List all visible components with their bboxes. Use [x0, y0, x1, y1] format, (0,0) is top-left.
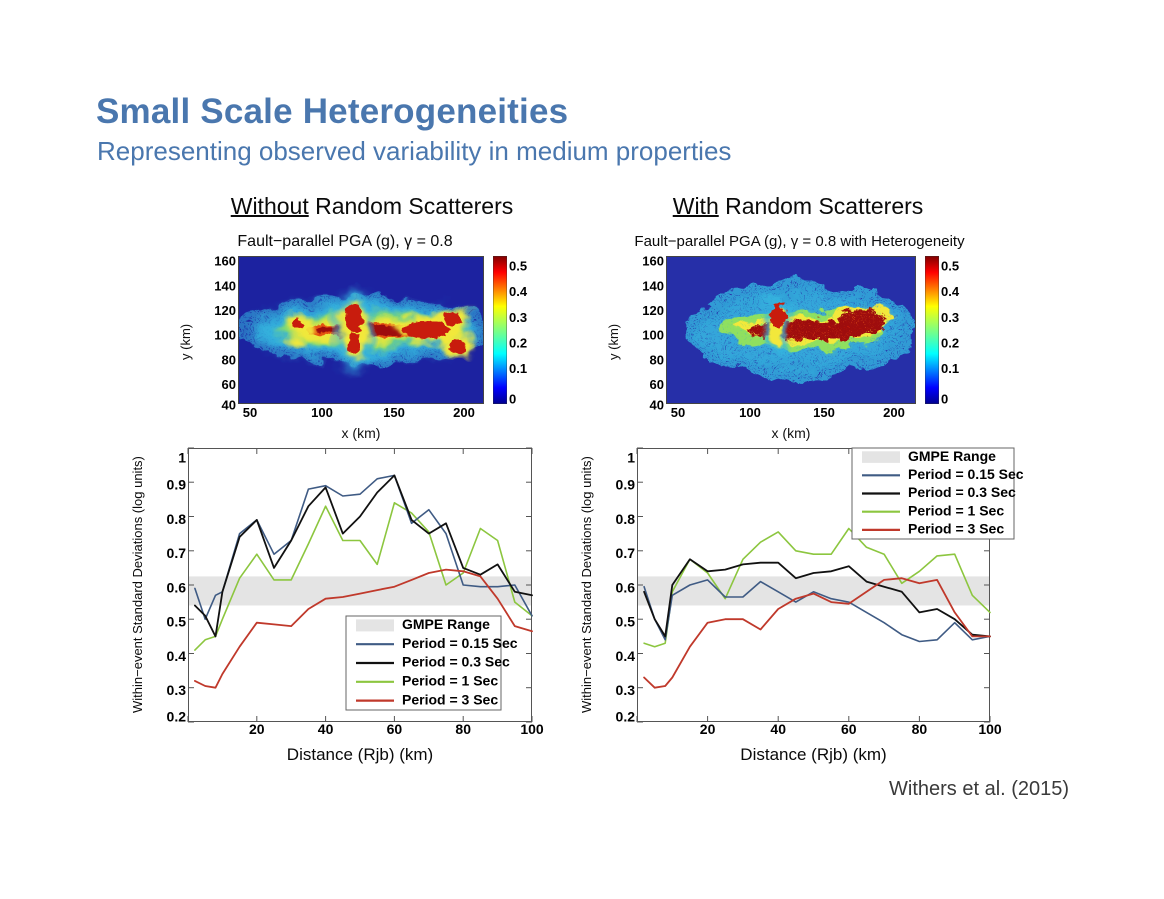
svg-text:Period = 0.15 Sec: Period = 0.15 Sec: [908, 466, 1024, 482]
svg-text:0.4: 0.4: [941, 284, 960, 299]
svg-text:40: 40: [318, 721, 334, 737]
svg-text:60: 60: [650, 377, 664, 392]
svg-text:0.5: 0.5: [509, 259, 527, 274]
svg-text:0.5: 0.5: [167, 614, 187, 630]
svg-text:60: 60: [222, 377, 236, 392]
svg-text:0.3: 0.3: [941, 310, 959, 325]
svg-text:100: 100: [311, 405, 333, 420]
svg-text:100: 100: [642, 328, 664, 343]
svg-text:60: 60: [841, 721, 857, 737]
svg-text:150: 150: [383, 405, 405, 420]
svg-text:120: 120: [642, 303, 664, 318]
svg-text:0.9: 0.9: [167, 477, 187, 493]
svg-text:0.8: 0.8: [167, 511, 187, 527]
svg-text:80: 80: [650, 352, 664, 367]
svg-text:0.6: 0.6: [167, 579, 187, 595]
svg-text:140: 140: [214, 278, 236, 293]
svg-text:50: 50: [243, 405, 257, 420]
svg-text:60: 60: [387, 721, 403, 737]
svg-text:Period = 1 Sec: Period = 1 Sec: [908, 502, 1004, 518]
svg-text:0.5: 0.5: [616, 614, 636, 630]
svg-text:Period = 0.15 Sec: Period = 0.15 Sec: [402, 635, 518, 651]
svg-text:0.7: 0.7: [616, 545, 636, 561]
svg-text:Period = 3 Sec: Period = 3 Sec: [402, 691, 498, 707]
svg-text:0.5: 0.5: [941, 259, 959, 274]
svg-text:GMPE Range: GMPE Range: [908, 448, 996, 464]
svg-text:Period = 1 Sec: Period = 1 Sec: [402, 673, 498, 689]
svg-text:50: 50: [671, 405, 685, 420]
svg-text:100: 100: [520, 721, 544, 737]
svg-text:0.4: 0.4: [616, 648, 636, 664]
svg-text:GMPE Range: GMPE Range: [402, 616, 490, 632]
svg-text:0: 0: [509, 392, 516, 404]
svg-text:0.2: 0.2: [167, 708, 187, 722]
svg-text:0.3: 0.3: [616, 682, 636, 698]
svg-text:0.9: 0.9: [616, 477, 636, 493]
svg-text:80: 80: [455, 721, 471, 737]
svg-text:0.8: 0.8: [616, 511, 636, 527]
svg-text:120: 120: [214, 303, 236, 318]
svg-text:200: 200: [453, 405, 475, 420]
svg-text:80: 80: [222, 352, 236, 367]
svg-text:40: 40: [650, 398, 664, 410]
svg-text:100: 100: [739, 405, 761, 420]
svg-text:0.6: 0.6: [616, 579, 636, 595]
svg-text:0.2: 0.2: [616, 708, 636, 722]
svg-text:0.1: 0.1: [509, 361, 527, 376]
svg-text:0.2: 0.2: [941, 336, 959, 351]
svg-text:40: 40: [770, 721, 786, 737]
svg-text:Period = 0.3 Sec: Period = 0.3 Sec: [402, 654, 510, 670]
svg-text:0.4: 0.4: [167, 648, 187, 664]
svg-text:80: 80: [912, 721, 928, 737]
svg-text:0.3: 0.3: [509, 310, 527, 325]
svg-text:20: 20: [249, 721, 265, 737]
svg-text:40: 40: [222, 398, 236, 410]
svg-text:0.7: 0.7: [167, 545, 187, 561]
svg-text:Period = 0.3 Sec: Period = 0.3 Sec: [908, 484, 1016, 500]
svg-text:1: 1: [627, 449, 635, 465]
svg-text:0.4: 0.4: [509, 284, 528, 299]
svg-text:0.2: 0.2: [509, 336, 527, 351]
svg-text:0: 0: [941, 392, 948, 404]
svg-text:100: 100: [214, 328, 236, 343]
svg-text:100: 100: [978, 721, 1002, 737]
svg-text:150: 150: [813, 405, 835, 420]
svg-text:0.3: 0.3: [167, 682, 187, 698]
svg-text:140: 140: [642, 278, 664, 293]
svg-text:160: 160: [214, 254, 236, 269]
svg-text:20: 20: [700, 721, 716, 737]
svg-text:1: 1: [178, 449, 186, 465]
svg-text:Period = 3 Sec: Period = 3 Sec: [908, 521, 1004, 537]
svg-text:0.1: 0.1: [941, 361, 959, 376]
svg-text:200: 200: [883, 405, 905, 420]
svg-text:160: 160: [642, 254, 664, 269]
